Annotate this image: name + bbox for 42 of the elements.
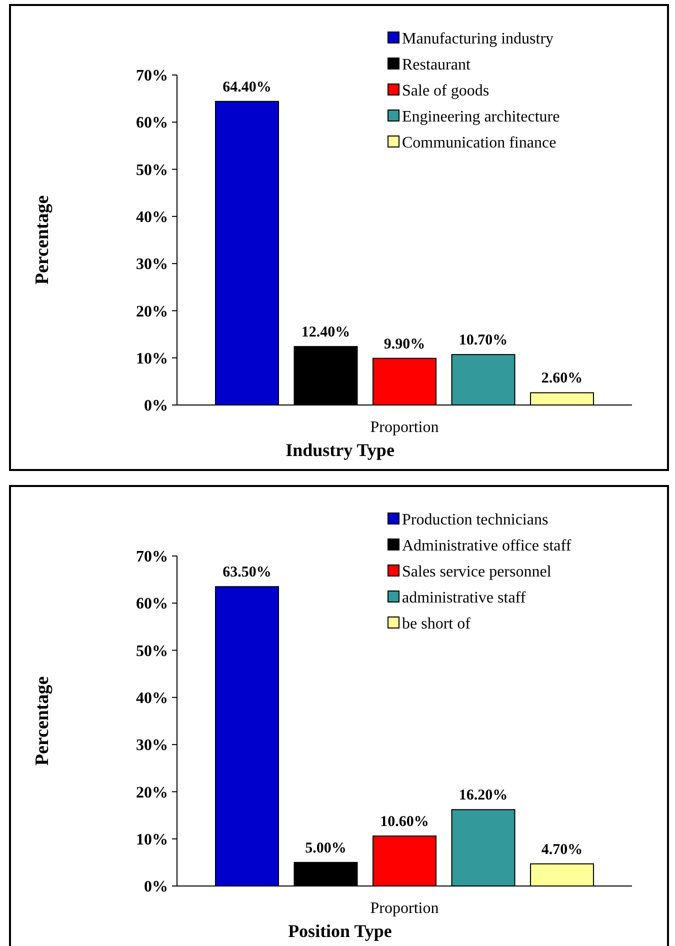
y-tick-label: 70% bbox=[136, 68, 168, 85]
legend-label: Communication finance bbox=[402, 134, 556, 152]
y-tick-label: 50% bbox=[136, 162, 168, 179]
data-label: 63.50% bbox=[222, 564, 272, 581]
x-axis-title: Position Type bbox=[288, 921, 392, 941]
legend-label: Sale of goods bbox=[402, 82, 490, 100]
x-axis-title: Industry Type bbox=[286, 440, 394, 460]
y-tick-label: 10% bbox=[136, 831, 168, 848]
legend-label: Administrative office staff bbox=[402, 538, 572, 555]
y-tick-label: 50% bbox=[136, 642, 168, 660]
data-label: 5.00% bbox=[305, 840, 346, 856]
y-tick-label: 0% bbox=[144, 398, 168, 415]
legend-label: Production technicians bbox=[402, 512, 548, 529]
data-label: 64.40% bbox=[222, 79, 272, 96]
data-label: 16.20% bbox=[458, 788, 508, 804]
data-label: 12.40% bbox=[301, 324, 350, 341]
data-label: 10.60% bbox=[380, 814, 429, 830]
y-tick-label: 30% bbox=[136, 737, 168, 754]
y-tick-label: 70% bbox=[136, 548, 168, 566]
legend-label: administrative staff bbox=[402, 590, 526, 607]
y-tick-label: 10% bbox=[136, 350, 168, 368]
data-label: 10.70% bbox=[458, 332, 508, 349]
y-tick-label: 60% bbox=[136, 596, 168, 613]
x-tick-label: Proportion bbox=[370, 900, 439, 917]
data-label: 2.60% bbox=[541, 370, 583, 387]
data-label: 9.90% bbox=[384, 336, 426, 352]
data-label: 4.70% bbox=[541, 842, 583, 858]
x-tick-label: Proportion bbox=[370, 419, 439, 436]
y-tick-label: 30% bbox=[136, 256, 168, 274]
y-tick-label: 20% bbox=[136, 784, 168, 802]
legend-label: Sales service personnel bbox=[402, 564, 552, 581]
y-tick-label: 40% bbox=[136, 209, 168, 226]
y-tick-label: 20% bbox=[136, 303, 168, 320]
y-tick-label: 60% bbox=[136, 114, 168, 132]
y-tick-label: 0% bbox=[144, 878, 168, 896]
y-axis-title: Percentage bbox=[32, 195, 53, 285]
legend-label: be short of bbox=[402, 616, 472, 633]
y-tick-label: 40% bbox=[136, 690, 168, 708]
y-axis-title: Percentage bbox=[32, 676, 53, 766]
legend-label: Restaurant bbox=[402, 56, 471, 74]
legend-label: Manufacturing industry bbox=[402, 30, 554, 48]
legend-label: Engineering architecture bbox=[402, 108, 560, 126]
